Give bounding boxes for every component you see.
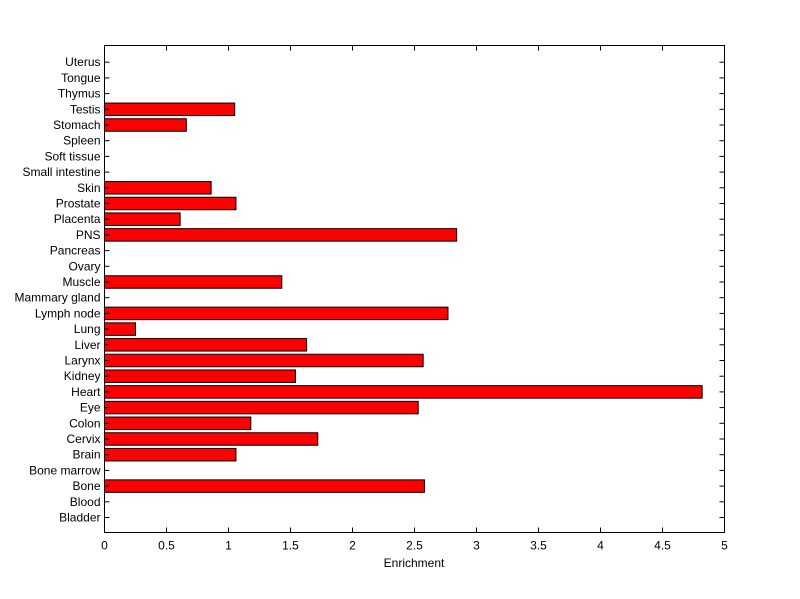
y-tick-label: Bone — [72, 479, 100, 493]
bar-muscle — [104, 275, 283, 289]
y-tick-label: Tongue — [61, 71, 101, 85]
y-tick-label: Liver — [74, 338, 100, 352]
x-tick-label: 1 — [225, 539, 232, 553]
y-tick-label: Eye — [80, 401, 101, 415]
bar-bone — [104, 479, 425, 493]
bar-colon — [104, 416, 252, 431]
y-tick-label: Prostate — [56, 197, 101, 211]
x-tick-layer: 0 0.5 1 1.5 2 2.5 3 3.5 4 4.5 5 — [101, 45, 728, 553]
y-tick-label: Soft tissue — [44, 149, 100, 163]
x-tick-label: 2.5 — [406, 539, 423, 553]
bar-testis — [104, 102, 236, 117]
bar-liver — [104, 338, 308, 352]
axes-frame — [104, 45, 725, 533]
y-tick-label: Kidney — [64, 369, 101, 383]
x-tick-label: 4.5 — [654, 539, 671, 553]
x-tick-label: 5 — [721, 539, 728, 553]
y-tick-label: Pancreas — [50, 244, 101, 258]
x-axis-label: Enrichment — [384, 556, 445, 570]
y-tick-label: Uterus — [65, 55, 100, 69]
y-tick-label: PNS — [76, 228, 101, 242]
bar-cervix — [104, 432, 319, 446]
y-tick-label: Mammary gland — [14, 291, 100, 305]
y-tick-label: Colon — [69, 416, 100, 430]
x-tick-label: 3 — [473, 539, 480, 553]
y-tick-label: Stomach — [53, 118, 100, 132]
bar-kidney — [104, 369, 296, 383]
x-tick-label: 0 — [101, 539, 108, 553]
y-tick-label: Brain — [72, 448, 100, 462]
y-tick-label: Skin — [77, 181, 100, 195]
bars-layer — [104, 102, 703, 493]
bar-stomach — [104, 118, 187, 132]
y-tick-label: Muscle — [62, 275, 100, 289]
y-tick-label: Ovary — [68, 259, 100, 273]
x-tick-label: 1.5 — [282, 539, 299, 553]
bar-prostate — [104, 196, 237, 211]
y-tick-label: Larynx — [64, 354, 100, 368]
bar-lymph-node — [104, 306, 449, 321]
x-tick-label: 3.5 — [530, 539, 547, 553]
x-tick-label: 0.5 — [158, 539, 175, 553]
y-tick-label: Small intestine — [22, 165, 100, 179]
bar-eye — [104, 400, 419, 415]
bar-placenta — [104, 212, 181, 226]
bar-skin — [104, 181, 212, 195]
x-tick-label: 4 — [597, 539, 604, 553]
y-tick-label: Blood — [70, 495, 101, 509]
y-tick-label: Testis — [70, 102, 101, 116]
y-tick-label: Heart — [71, 385, 101, 399]
x-tick-label: 2 — [349, 539, 356, 553]
y-tick-label: Thymus — [58, 87, 101, 101]
y-tick-label: Lung — [74, 322, 101, 336]
y-tick-label: Cervix — [66, 432, 100, 446]
y-tick-label: Placenta — [54, 212, 101, 226]
y-tick-label: Bladder — [59, 511, 100, 525]
bar-heart — [104, 385, 703, 399]
bar-larynx — [104, 353, 424, 368]
y-tick-label: Lymph node — [35, 306, 101, 320]
y-tick-label: Spleen — [63, 134, 100, 148]
bar-brain — [104, 447, 237, 462]
y-tick-label: Bone marrow — [29, 463, 101, 477]
bar-pns — [104, 228, 458, 242]
